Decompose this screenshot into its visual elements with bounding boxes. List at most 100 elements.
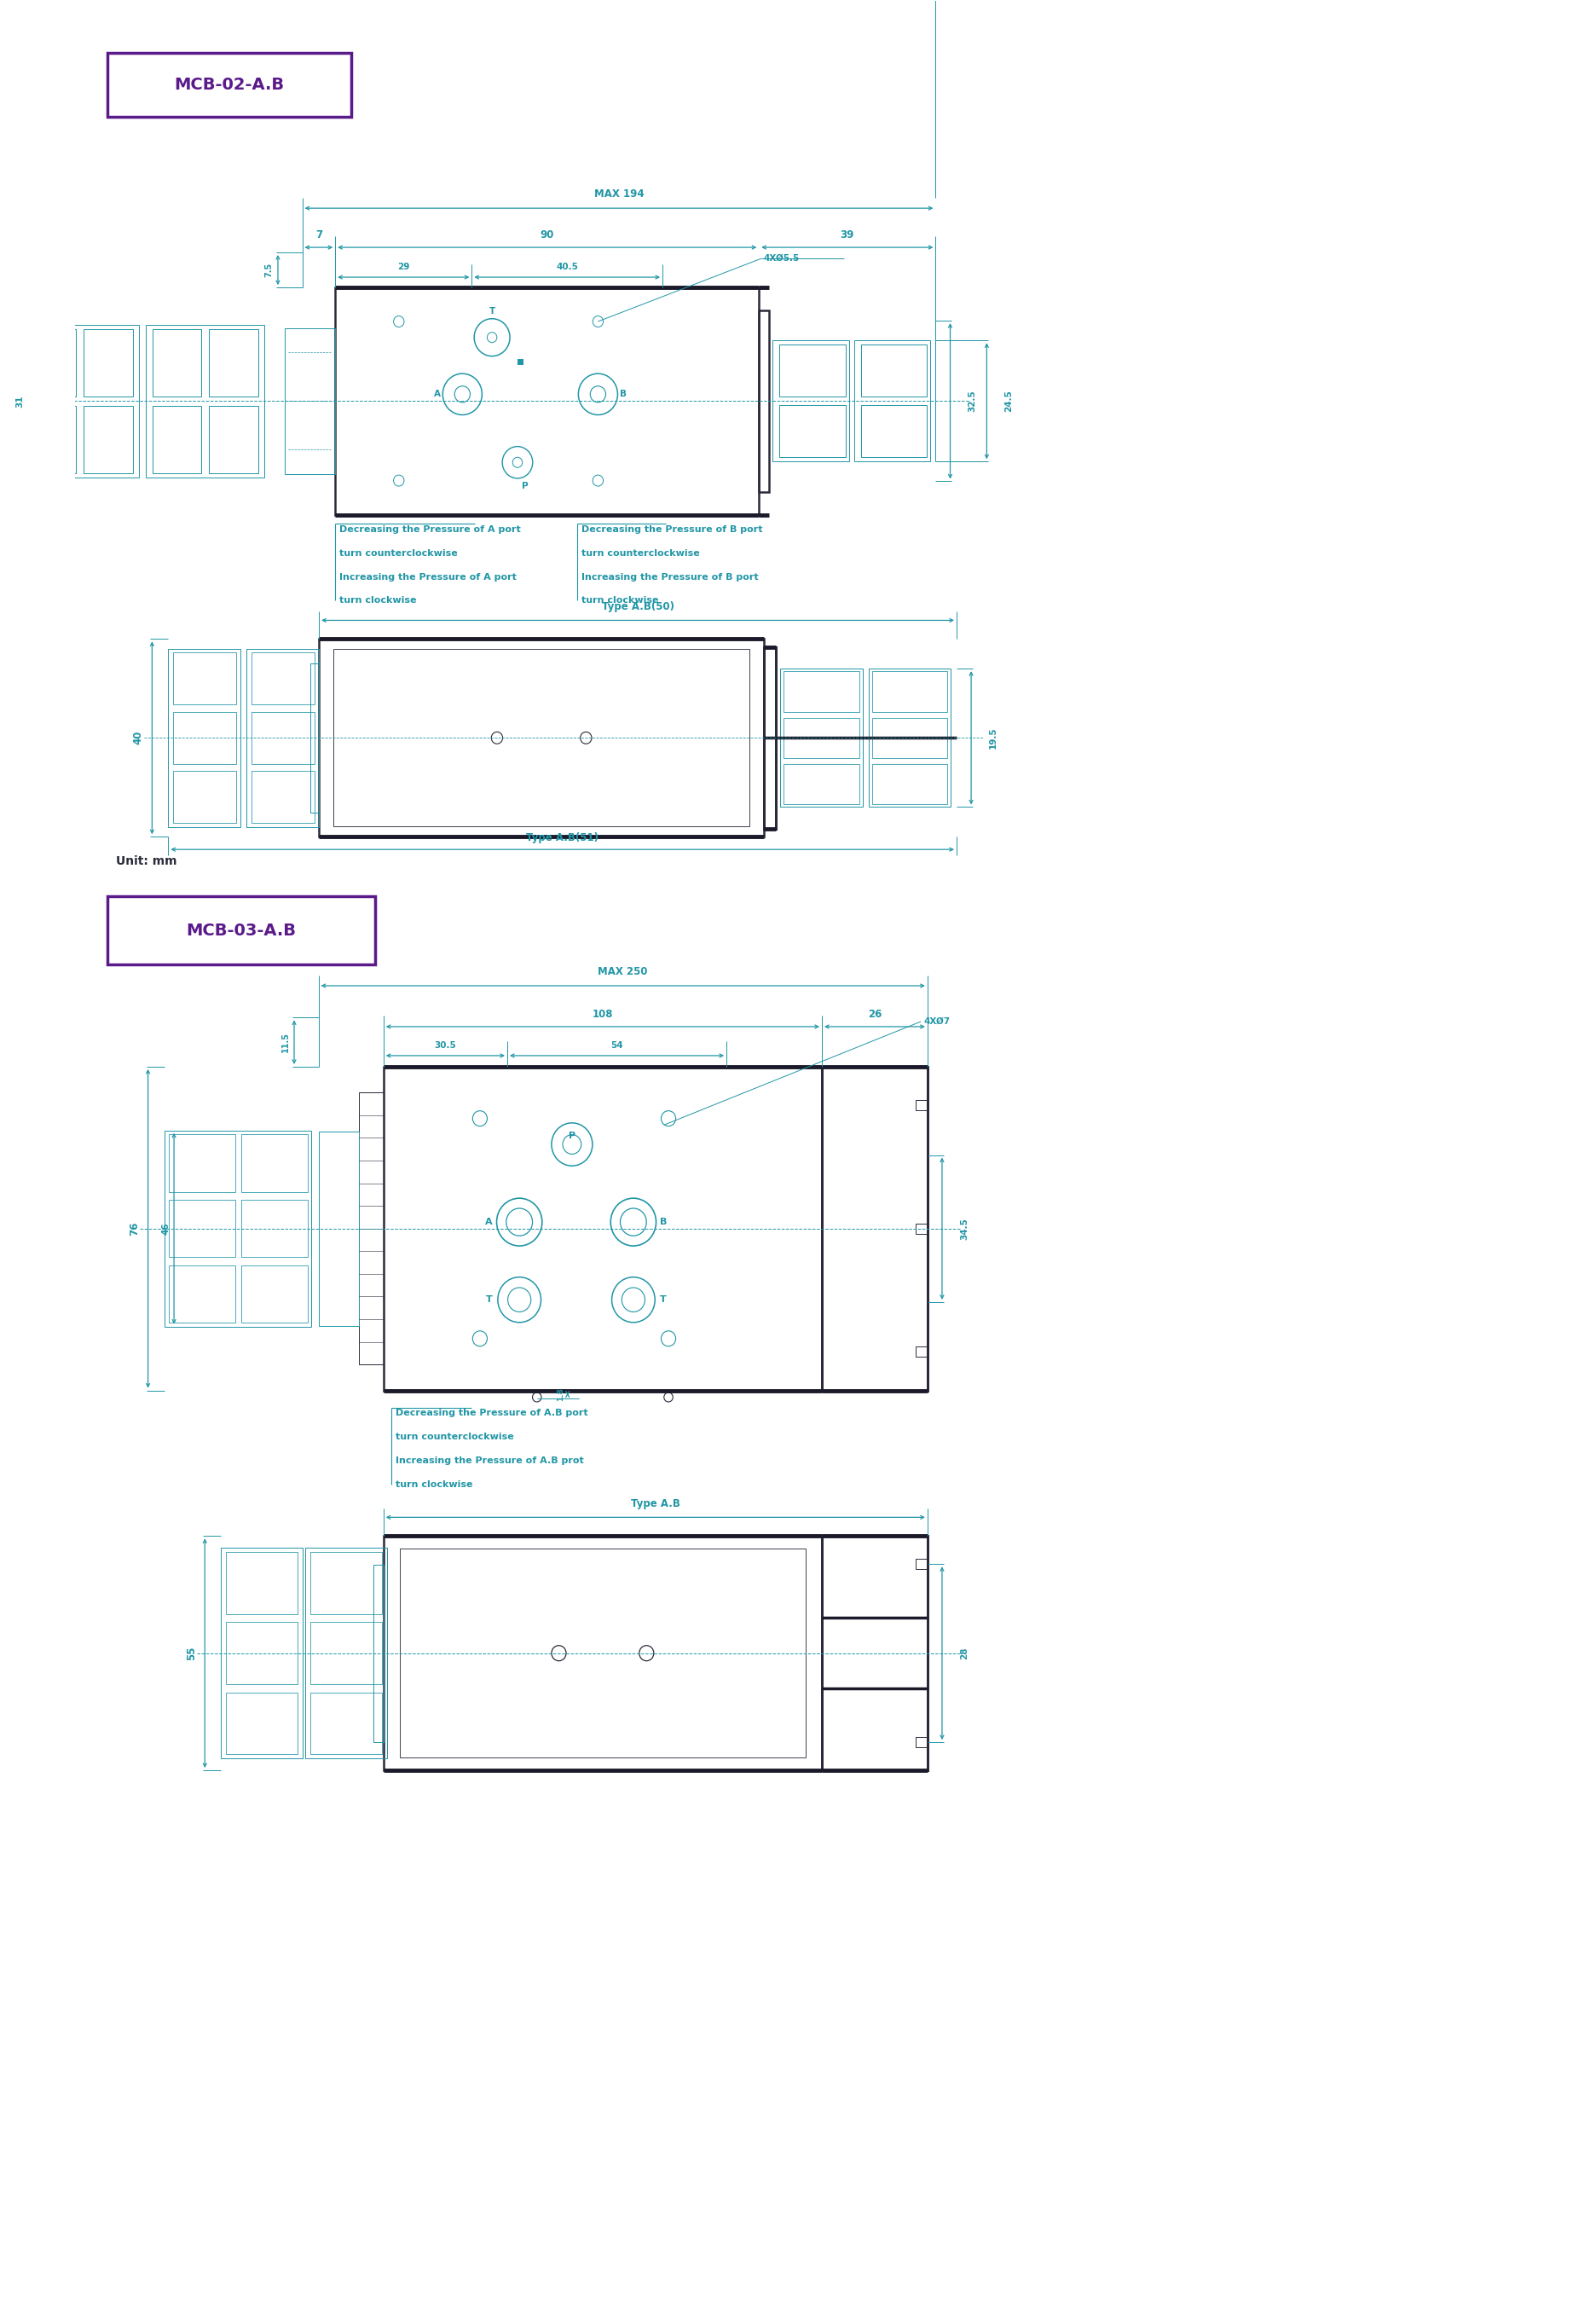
Bar bbox=[164, 1130, 311, 1327]
Text: 32.5: 32.5 bbox=[969, 389, 977, 412]
Bar bbox=[784, 764, 859, 804]
Bar bbox=[310, 1693, 381, 1756]
Text: Type A.B(51): Type A.B(51) bbox=[527, 831, 598, 843]
Bar bbox=[169, 1135, 235, 1193]
Bar bbox=[779, 405, 846, 456]
Text: 4XØ7: 4XØ7 bbox=[924, 1017, 950, 1026]
Text: 31: 31 bbox=[16, 394, 24, 408]
Circle shape bbox=[487, 331, 496, 343]
Bar bbox=[373, 1566, 383, 1742]
Circle shape bbox=[496, 1197, 543, 1246]
Bar bbox=[915, 1559, 927, 1570]
Bar bbox=[169, 1265, 235, 1322]
Bar bbox=[172, 711, 236, 764]
FancyBboxPatch shape bbox=[107, 53, 351, 118]
Text: 39: 39 bbox=[841, 229, 854, 241]
Bar bbox=[310, 662, 319, 813]
Bar bbox=[85, 329, 132, 396]
Bar bbox=[335, 287, 760, 514]
Circle shape bbox=[578, 373, 618, 415]
Text: Increasing the Pressure of A port: Increasing the Pressure of A port bbox=[340, 572, 517, 581]
Text: turn clockwise: turn clockwise bbox=[581, 598, 658, 604]
Bar bbox=[251, 653, 314, 704]
Bar bbox=[319, 1133, 359, 1325]
Text: 29: 29 bbox=[397, 262, 410, 271]
Circle shape bbox=[492, 732, 503, 743]
Bar bbox=[854, 340, 930, 461]
Bar bbox=[383, 1536, 822, 1769]
Circle shape bbox=[552, 1644, 567, 1661]
Bar bbox=[310, 1552, 381, 1614]
Circle shape bbox=[455, 387, 471, 403]
Bar bbox=[868, 669, 951, 806]
Circle shape bbox=[503, 447, 533, 479]
Bar bbox=[915, 1100, 927, 1112]
Circle shape bbox=[640, 1644, 654, 1661]
Bar bbox=[209, 405, 259, 472]
Bar bbox=[319, 639, 764, 836]
Text: MCB-03-A.B: MCB-03-A.B bbox=[187, 922, 297, 938]
Text: Decreasing the Pressure of A.B port: Decreasing the Pressure of A.B port bbox=[396, 1408, 587, 1417]
Bar bbox=[359, 1093, 383, 1364]
Text: 26: 26 bbox=[868, 1010, 881, 1019]
Text: MAX 194: MAX 194 bbox=[594, 188, 643, 199]
Bar bbox=[860, 405, 927, 456]
Text: 7: 7 bbox=[316, 229, 322, 241]
Text: A: A bbox=[434, 389, 440, 398]
Bar bbox=[784, 672, 859, 711]
Text: Unit: mm: Unit: mm bbox=[115, 855, 177, 868]
Bar bbox=[241, 1265, 308, 1322]
Bar bbox=[247, 648, 319, 827]
Bar bbox=[27, 405, 77, 472]
Bar bbox=[85, 405, 132, 472]
Bar bbox=[871, 672, 948, 711]
Text: Increasing the Pressure of B port: Increasing the Pressure of B port bbox=[581, 572, 758, 581]
Bar bbox=[334, 648, 750, 827]
Circle shape bbox=[622, 1288, 645, 1311]
Text: 40.5: 40.5 bbox=[555, 262, 578, 271]
Bar bbox=[399, 1549, 806, 1758]
Bar bbox=[383, 1068, 822, 1390]
Text: Type A.B(50): Type A.B(50) bbox=[602, 602, 674, 614]
Text: 54: 54 bbox=[611, 1042, 622, 1049]
Circle shape bbox=[472, 1332, 487, 1346]
Text: 1.8: 1.8 bbox=[557, 1387, 565, 1401]
Circle shape bbox=[592, 475, 603, 486]
Circle shape bbox=[661, 1112, 675, 1126]
Text: 40: 40 bbox=[132, 732, 144, 746]
Text: 11.5: 11.5 bbox=[281, 1033, 290, 1051]
Text: 108: 108 bbox=[592, 1010, 613, 1019]
Text: Decreasing the Pressure of A port: Decreasing the Pressure of A port bbox=[340, 526, 520, 533]
Text: turn counterclockwise: turn counterclockwise bbox=[396, 1434, 514, 1441]
Circle shape bbox=[581, 732, 592, 743]
Circle shape bbox=[394, 475, 404, 486]
Text: turn counterclockwise: turn counterclockwise bbox=[581, 549, 699, 558]
Bar bbox=[772, 340, 849, 461]
Text: 34.5: 34.5 bbox=[959, 1218, 969, 1239]
Bar bbox=[27, 329, 77, 396]
Bar bbox=[871, 718, 948, 757]
Text: Increasing the Pressure of A.B prot: Increasing the Pressure of A.B prot bbox=[396, 1457, 584, 1466]
Circle shape bbox=[472, 1112, 487, 1126]
Bar bbox=[222, 1547, 302, 1758]
Circle shape bbox=[664, 1392, 674, 1401]
Text: MCB-02-A.B: MCB-02-A.B bbox=[174, 76, 284, 93]
Text: turn clockwise: turn clockwise bbox=[340, 598, 417, 604]
Bar bbox=[822, 1536, 927, 1769]
Circle shape bbox=[506, 1209, 533, 1237]
Text: 7.5: 7.5 bbox=[265, 262, 273, 278]
Bar bbox=[251, 771, 314, 822]
Bar bbox=[860, 345, 927, 396]
Bar bbox=[822, 1068, 927, 1390]
Bar bbox=[227, 1552, 297, 1614]
Text: 28: 28 bbox=[959, 1647, 969, 1658]
Text: turn clockwise: turn clockwise bbox=[396, 1480, 472, 1489]
Circle shape bbox=[592, 315, 603, 327]
Bar bbox=[780, 669, 863, 806]
Circle shape bbox=[591, 387, 606, 403]
Circle shape bbox=[498, 1276, 541, 1322]
Bar bbox=[310, 1621, 381, 1684]
Text: 19.5: 19.5 bbox=[990, 727, 998, 748]
Text: Type A.B: Type A.B bbox=[630, 1498, 680, 1510]
Circle shape bbox=[563, 1135, 581, 1153]
